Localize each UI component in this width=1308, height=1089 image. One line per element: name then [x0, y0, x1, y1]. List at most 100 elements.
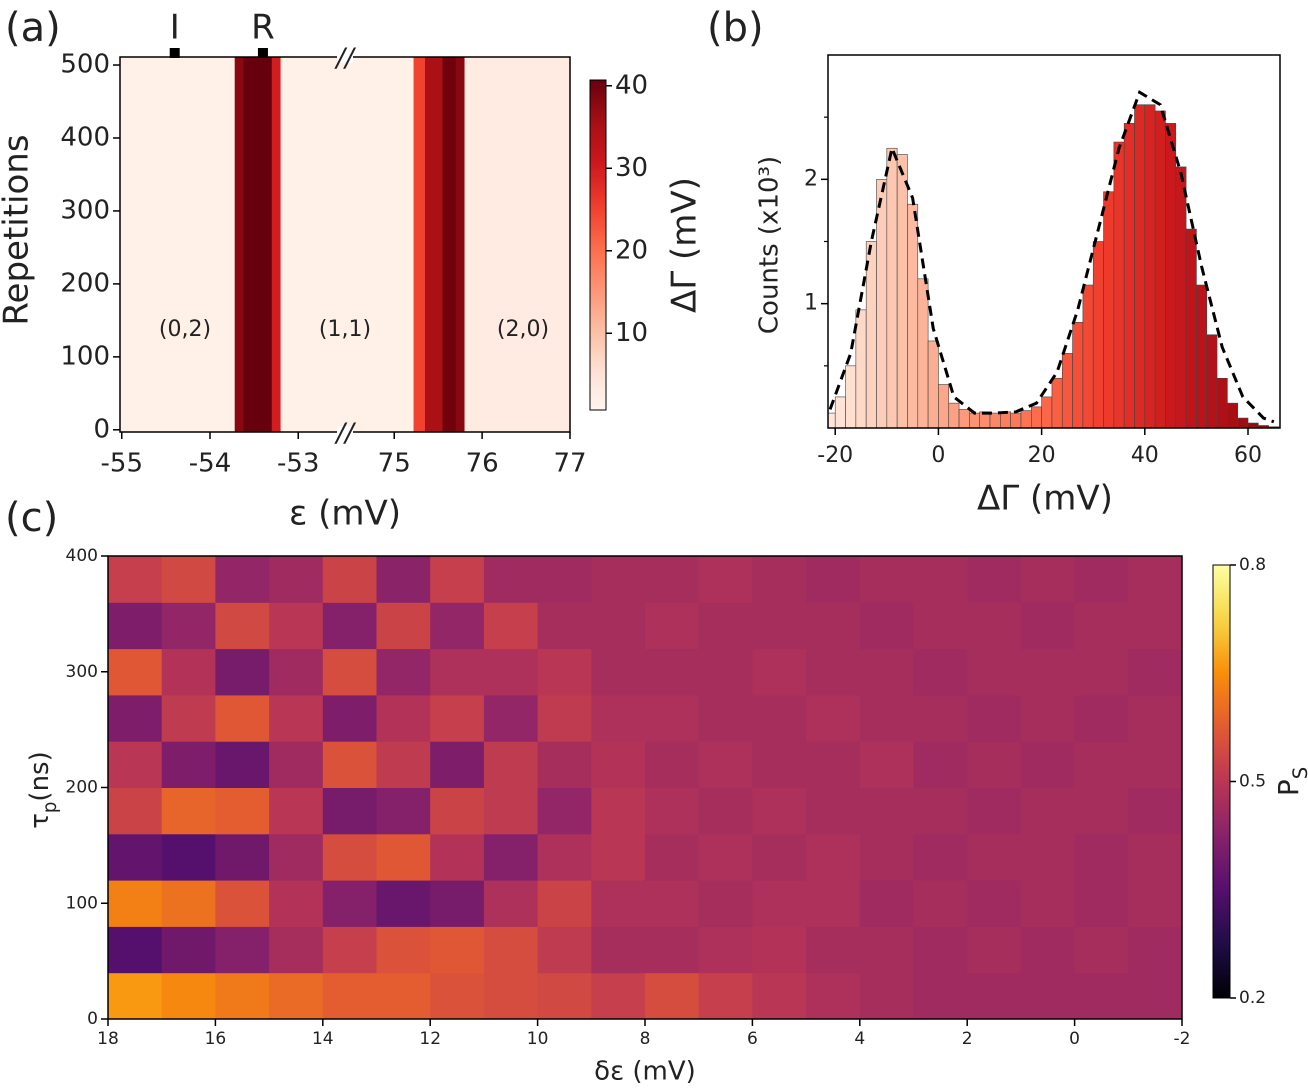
- x-tick-label: -53: [277, 449, 319, 479]
- heatmap-cell: [345, 57, 415, 433]
- heatmap-cell: [215, 972, 270, 1020]
- heatmap-cell: [806, 926, 861, 974]
- bar: [834, 396, 846, 428]
- heatmap-cell: [455, 57, 466, 433]
- x-tick-label: 77: [553, 449, 586, 479]
- heatmap-cell: [591, 972, 646, 1020]
- heatmap-cell: [215, 880, 270, 927]
- heatmap-cell: [215, 648, 270, 696]
- y-axis-label: Counts (x10³): [755, 156, 785, 334]
- x-tick-label: 20: [1028, 443, 1056, 468]
- heatmap-cell: [430, 602, 485, 650]
- heatmap-cell: [108, 926, 163, 974]
- heatmap-cell: [483, 972, 539, 1020]
- heatmap-cell: [483, 926, 539, 974]
- heatmap-cell: [859, 926, 914, 974]
- x-tick-label: -55: [101, 449, 143, 479]
- heatmap-cell: [913, 787, 968, 835]
- heatmap-cell: [322, 648, 377, 696]
- heatmap-cell: [967, 833, 1022, 881]
- heatmap-cell: [1074, 833, 1129, 881]
- bar: [1227, 402, 1238, 428]
- colorbar-label: ΔΓ (mV): [665, 177, 705, 313]
- heatmap-cell: [269, 926, 324, 974]
- x-tick-label: 40: [1131, 443, 1159, 468]
- heatmap-cell: [376, 972, 431, 1020]
- bar: [1000, 411, 1011, 428]
- heatmap-cell: [967, 880, 1022, 927]
- heatmap-cell: [215, 926, 270, 974]
- heatmap-cell: [215, 602, 270, 650]
- bar: [917, 278, 929, 428]
- bar: [1103, 191, 1115, 428]
- marker-label: I: [170, 8, 180, 48]
- heatmap-cell: [591, 602, 646, 650]
- heatmap-cell: [806, 648, 861, 696]
- x-tick-label: 18: [97, 1029, 119, 1049]
- heatmap-cell: [913, 833, 968, 881]
- bar: [1165, 123, 1177, 428]
- heatmap-cell: [752, 926, 807, 974]
- bar: [865, 241, 877, 428]
- heatmap-cell: [859, 648, 914, 696]
- heatmap-cell: [591, 648, 646, 696]
- heatmap-cell: [1074, 602, 1129, 650]
- heatmap-cell: [376, 741, 431, 788]
- heatmap-cell: [591, 694, 646, 742]
- region-label: (1,1): [319, 317, 371, 342]
- x-axis-label: ΔΓ (mV): [977, 479, 1113, 519]
- heatmap-cell: [698, 741, 753, 788]
- heatmap-cell: [1074, 926, 1129, 974]
- y-axis-label-symbol: τ: [25, 813, 55, 829]
- heatmap-cell: [806, 741, 861, 788]
- bar: [1134, 104, 1146, 428]
- colorbar-tick-label: 0.5: [1239, 772, 1266, 792]
- heatmap-cell: [376, 787, 431, 835]
- heatmap-cell: [424, 57, 444, 433]
- bar: [1072, 322, 1084, 428]
- heatmap-cell: [967, 926, 1022, 974]
- bar: [1051, 377, 1063, 428]
- heatmap-cell: [645, 972, 700, 1020]
- x-tick-label: 14: [312, 1029, 334, 1049]
- heatmap-cell: [752, 556, 807, 603]
- heatmap-cell: [483, 787, 539, 835]
- heatmap-cell: [698, 648, 753, 696]
- heatmap-cell: [645, 926, 700, 974]
- panel-label: (c): [5, 495, 58, 541]
- x-tick-label: 0: [1069, 1029, 1080, 1049]
- heatmap-cell: [322, 972, 377, 1020]
- heatmap-cell: [430, 787, 485, 835]
- panel-label: (a): [5, 5, 61, 51]
- heatmap-cell: [537, 787, 592, 835]
- heatmap-cell: [271, 57, 282, 433]
- heatmap-cell: [859, 741, 914, 788]
- heatmap-cell: [806, 787, 861, 835]
- heatmap-cell: [376, 880, 431, 927]
- heatmap-cell: [322, 602, 377, 650]
- heatmap-cell: [537, 602, 592, 650]
- x-tick-label: 6: [747, 1029, 758, 1049]
- heatmap-cell: [430, 556, 485, 603]
- bar: [969, 412, 980, 428]
- heatmap-cell: [430, 972, 485, 1020]
- heatmap-cell: [269, 880, 324, 927]
- bar: [907, 203, 919, 428]
- heatmap-cell: [859, 833, 914, 881]
- heatmap-cell: [430, 741, 485, 788]
- heatmap-cell: [913, 880, 968, 927]
- heatmap-cell: [752, 602, 807, 650]
- heatmap-cell: [1074, 556, 1129, 603]
- bars: [828, 90, 1280, 428]
- heatmap-cell: [108, 602, 163, 650]
- x-tick-label: -54: [189, 449, 231, 479]
- heatmap-cell: [243, 57, 255, 433]
- heatmap-cell: [483, 880, 539, 927]
- heatmap-cell: [215, 833, 270, 881]
- heatmap-cell: [1020, 833, 1076, 881]
- heatmap-cell: [1128, 741, 1183, 788]
- bar: [948, 402, 960, 428]
- y-tick-label: 100: [60, 341, 110, 371]
- heatmap-cell: [806, 556, 861, 603]
